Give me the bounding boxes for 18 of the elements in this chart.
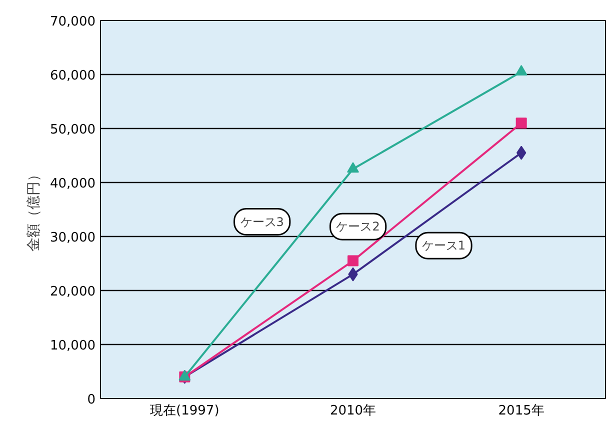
- point: [348, 255, 358, 266]
- y-tick-label: 70,000: [50, 14, 96, 30]
- x-tick-label: 2010年: [330, 404, 376, 418]
- series-label: ケース3: [240, 214, 284, 229]
- y-tick-label: 20,000: [50, 284, 96, 300]
- y-tick-label: 40,000: [50, 176, 96, 192]
- point: [347, 162, 359, 173]
- y-tick-label: 10,000: [50, 338, 96, 354]
- y-tick-label: 0: [87, 392, 96, 408]
- y-tick-label: 60,000: [50, 68, 96, 84]
- x-tick-label: 2015年: [498, 404, 544, 418]
- point: [516, 118, 527, 129]
- series-label: ケース1: [422, 238, 466, 253]
- x-tick-label: 現在(1997): [150, 404, 220, 418]
- y-tick-label: 50,000: [50, 122, 96, 138]
- y-axis-title: 金額（億円）: [26, 168, 42, 252]
- series-label: ケース2: [336, 220, 380, 234]
- y-tick-label: 30,000: [50, 230, 96, 246]
